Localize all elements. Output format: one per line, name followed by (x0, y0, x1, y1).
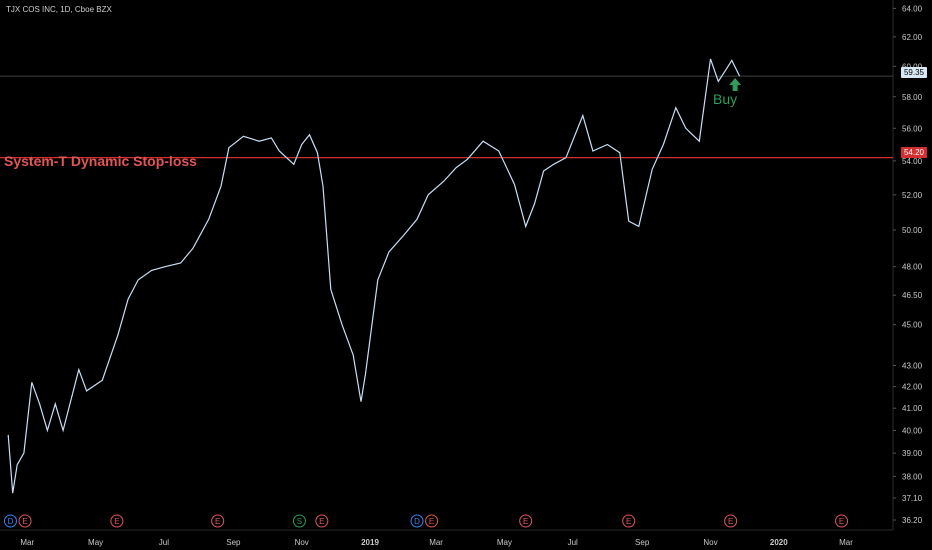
buy-arrow-icon (729, 78, 742, 91)
earnings-marker[interactable]: E (211, 514, 225, 528)
x-tick-label: Mar (20, 538, 34, 547)
x-tick-label: Nov (703, 538, 717, 547)
x-tick-label: Mar (429, 538, 443, 547)
current-price-badge: 59.35 (900, 67, 927, 78)
y-tick-label: 36.20 (902, 516, 923, 525)
stop-price-badge: 54.20 (900, 147, 927, 158)
stop-loss-label: System-T Dynamic Stop-loss (4, 153, 197, 169)
y-tick-label: 52.00 (902, 191, 923, 200)
y-tick-label: 40.00 (902, 426, 923, 435)
split-marker[interactable]: S (292, 514, 306, 528)
earnings-marker[interactable]: E (315, 514, 329, 528)
earnings-marker[interactable]: E (425, 514, 439, 528)
svg-text:D: D (414, 517, 420, 526)
svg-text:E: E (839, 517, 844, 526)
y-tick-label: 46.50 (902, 291, 923, 300)
chart-title: TJX COS INC, 1D, Cboe BZX (6, 5, 112, 14)
x-tick-label: 2020 (770, 538, 788, 547)
y-tick-label: 37.10 (902, 494, 923, 503)
y-tick-label: 43.00 (902, 361, 923, 370)
y-tick-label: 62.00 (902, 33, 923, 42)
earnings-marker[interactable]: E (519, 514, 533, 528)
x-tick-label: 2019 (361, 538, 379, 547)
svg-text:E: E (728, 517, 733, 526)
x-tick-label: May (497, 538, 512, 547)
earnings-marker[interactable]: E (18, 514, 32, 528)
svg-text:E: E (319, 517, 324, 526)
y-tick-label: 42.00 (902, 383, 923, 392)
y-tick-label: 54.00 (902, 157, 923, 166)
y-tick-label: 60.00 (902, 62, 923, 71)
svg-text:E: E (215, 517, 220, 526)
y-tick-label: 41.00 (902, 404, 923, 413)
x-tick-label: Jul (568, 538, 578, 547)
svg-text:E: E (429, 517, 434, 526)
y-tick-label: 45.00 (902, 321, 923, 330)
earnings-marker[interactable]: E (724, 514, 738, 528)
x-tick-label: Jul (159, 538, 169, 547)
x-tick-label: Nov (295, 538, 309, 547)
svg-text:S: S (297, 517, 302, 526)
buy-signal-label: Buy (713, 91, 738, 107)
svg-text:E: E (523, 517, 528, 526)
svg-text:E: E (114, 517, 119, 526)
y-tick-label: 58.00 (902, 93, 923, 102)
dividend-marker[interactable]: D (410, 514, 424, 528)
x-tick-label: Sep (226, 538, 241, 547)
price-series-line (7, 58, 741, 494)
y-tick-label: 48.00 (902, 263, 923, 272)
y-tick-label: 38.00 (902, 472, 923, 481)
svg-text:E: E (22, 517, 27, 526)
earnings-marker[interactable]: E (622, 514, 636, 528)
earnings-marker[interactable]: E (110, 514, 124, 528)
svg-text:E: E (626, 517, 631, 526)
x-tick-label: Sep (635, 538, 650, 547)
earnings-marker[interactable]: E (835, 514, 849, 528)
y-tick-label: 64.00 (902, 4, 923, 13)
y-tick-label: 56.00 (902, 124, 923, 133)
x-tick-label: Mar (839, 538, 853, 547)
y-tick-label: 39.00 (902, 449, 923, 458)
y-tick-label: 50.00 (902, 226, 923, 235)
svg-text:D: D (8, 517, 14, 526)
x-tick-label: May (88, 538, 103, 547)
dividend-marker[interactable]: D (3, 514, 17, 528)
